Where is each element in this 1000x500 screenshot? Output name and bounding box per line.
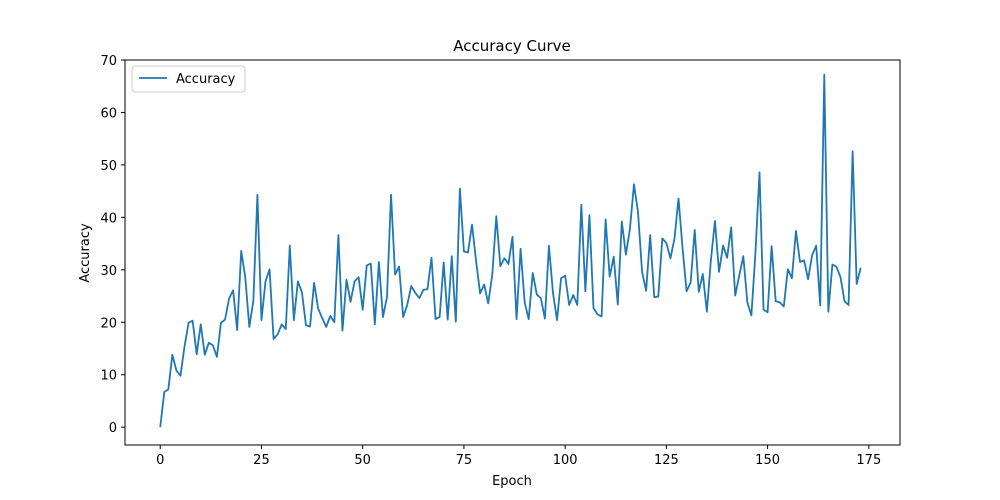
x-tick-label: 50 <box>354 453 371 468</box>
x-tick-label: 125 <box>654 453 679 468</box>
plot-area <box>124 59 901 446</box>
y-axis: 0 10 20 30 40 50 60 70 <box>100 54 125 436</box>
legend-label-accuracy: Accuracy <box>176 72 236 87</box>
chart-title: Accuracy Curve <box>453 37 571 55</box>
x-axis-label: Epoch <box>492 474 532 489</box>
y-axis-label: Accuracy <box>78 223 93 283</box>
series-line-accuracy <box>159 73 862 428</box>
y-tick-label: 0 <box>109 421 117 436</box>
y-tick-label: 70 <box>100 54 117 69</box>
x-tick-label: 175 <box>856 453 881 468</box>
y-tick-label: 50 <box>100 159 117 174</box>
x-tick-label: 100 <box>553 453 578 468</box>
x-tick-label: 25 <box>253 453 270 468</box>
y-tick-label: 60 <box>100 106 117 121</box>
y-tick-label: 20 <box>100 316 117 331</box>
y-tick-label: 10 <box>100 369 117 384</box>
x-axis: 0 25 50 75 100 125 150 175 <box>156 445 881 468</box>
y-tick-label: 30 <box>100 264 117 279</box>
x-tick-label: 150 <box>755 453 780 468</box>
plot-frame <box>124 59 901 446</box>
legend-box <box>131 65 246 93</box>
x-tick-label: 0 <box>156 453 164 468</box>
y-tick-label: 40 <box>100 211 117 226</box>
legend: Accuracy <box>131 65 246 93</box>
x-tick-label: 75 <box>456 453 473 468</box>
